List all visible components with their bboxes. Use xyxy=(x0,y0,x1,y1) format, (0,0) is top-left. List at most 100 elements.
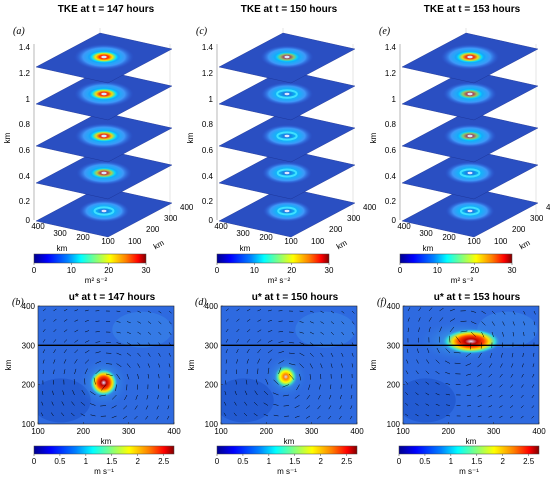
wind-vector xyxy=(134,405,138,410)
wind-vector xyxy=(63,309,68,312)
z-tick-label: 0.6 xyxy=(202,146,214,155)
wind-vector xyxy=(317,405,321,410)
wind-vector xyxy=(405,381,409,385)
u-colorbar-tick: 1.5 xyxy=(471,457,483,466)
wind-vector xyxy=(246,319,251,322)
wind-vector xyxy=(283,405,290,407)
wind-vector xyxy=(465,352,472,358)
z-tick-label: 0.4 xyxy=(202,172,214,181)
u-colorbar-tick: 2 xyxy=(135,457,140,466)
u-colorbar xyxy=(33,445,175,455)
tke-layer xyxy=(401,186,539,238)
wind-vector xyxy=(299,310,304,313)
z-tick-label: 1.4 xyxy=(19,43,31,52)
wind-vector xyxy=(328,415,332,420)
u-colorbar-tick: 2.5 xyxy=(341,457,353,466)
wind-vector xyxy=(134,415,138,420)
wind-vector xyxy=(42,318,46,322)
map-frame xyxy=(402,305,540,425)
wind-vector xyxy=(116,363,122,367)
wind-vector xyxy=(512,331,515,337)
wind-vector xyxy=(329,384,332,390)
map-x-tick-label: 200 xyxy=(442,427,456,436)
wind-vector xyxy=(531,394,535,398)
tke-layer xyxy=(35,148,173,200)
u-colorbar-unit: m s⁻¹ xyxy=(94,467,114,476)
wind-vector xyxy=(236,308,240,312)
wind-vector xyxy=(415,413,419,417)
wind-vector xyxy=(278,360,285,364)
wind-vector xyxy=(101,384,107,391)
wind-vector xyxy=(309,331,314,335)
wind-vector xyxy=(84,340,90,343)
u-max xyxy=(89,368,119,398)
map-x-tick-label: 100 xyxy=(31,427,45,436)
y3d-tick-label: 200 xyxy=(512,225,526,234)
wind-vector xyxy=(254,390,258,396)
wind-vector xyxy=(288,363,296,366)
u-colorbar xyxy=(216,445,358,455)
wind-vector xyxy=(53,308,57,312)
map-x-tick-label: 200 xyxy=(260,427,274,436)
tke-eye xyxy=(284,134,290,138)
wind-vector xyxy=(416,359,419,364)
wind-vector xyxy=(236,338,240,343)
wind-vector xyxy=(111,405,117,409)
wind-vector xyxy=(74,319,79,322)
tke-colorbar-tick: 0 xyxy=(215,266,220,275)
z-tick-label: 1.4 xyxy=(202,43,214,52)
z-tick-label: 1.2 xyxy=(19,69,31,78)
wind-vector xyxy=(255,379,258,385)
tke-panel-3: TKE at t = 153 hours (e) 1.4 1.2 1 0.8 0.6 0.4 0… xyxy=(369,4,550,285)
wind-vector xyxy=(90,391,96,396)
x3d-tick-label: 400 xyxy=(214,222,228,231)
wind-vector xyxy=(444,360,451,364)
map-x-tick-label: 100 xyxy=(214,427,228,436)
wind-vector xyxy=(520,415,524,419)
wind-vector xyxy=(288,352,295,355)
wind-vector xyxy=(105,363,113,365)
wind-vector xyxy=(520,405,524,409)
tke-colorbar xyxy=(216,253,330,264)
wind-vector xyxy=(294,405,300,408)
map-x-tick-label: 300 xyxy=(487,427,501,436)
u-max xyxy=(441,328,501,355)
tke-eye xyxy=(467,92,473,96)
wind-vector xyxy=(477,415,482,418)
wind-vector xyxy=(299,363,304,369)
y3d-axis-label: km xyxy=(335,238,349,251)
wind-vector xyxy=(477,384,482,387)
z-tick-label: 0 xyxy=(26,216,31,225)
wind-vector xyxy=(84,378,86,385)
wind-vector xyxy=(95,360,102,364)
wind-vector xyxy=(305,415,311,419)
wind-vector xyxy=(533,321,536,326)
wind-vector xyxy=(168,331,172,336)
wind-vector xyxy=(425,403,430,406)
wind-vector xyxy=(339,415,342,420)
wind-vector xyxy=(533,352,535,357)
map-y-axis-label: km xyxy=(4,359,13,370)
z-axis-label: km xyxy=(186,132,195,143)
u-title: u* at t = 147 hours xyxy=(69,292,156,303)
wind-vector xyxy=(105,373,113,377)
wind-vector xyxy=(273,414,279,417)
z-tick-label: 0.2 xyxy=(385,197,397,206)
map-y-tick-label: 100 xyxy=(22,420,36,429)
wind-vector xyxy=(147,331,152,335)
u-colorbar-tick: 0 xyxy=(215,457,220,466)
weak-area xyxy=(221,378,274,423)
wind-vector xyxy=(407,307,411,312)
y3d-tick-label: 200 xyxy=(146,225,160,234)
tke-layer xyxy=(35,69,173,121)
wind-vector xyxy=(116,331,121,334)
wind-vector xyxy=(449,318,456,322)
wind-vector xyxy=(253,413,258,417)
z-tick-label: 0.4 xyxy=(19,172,31,181)
wind-vector xyxy=(267,319,273,322)
wind-vector xyxy=(435,393,440,396)
tke-layer xyxy=(401,111,539,163)
wind-vector xyxy=(407,317,410,322)
panel-label: (a) xyxy=(13,26,25,37)
